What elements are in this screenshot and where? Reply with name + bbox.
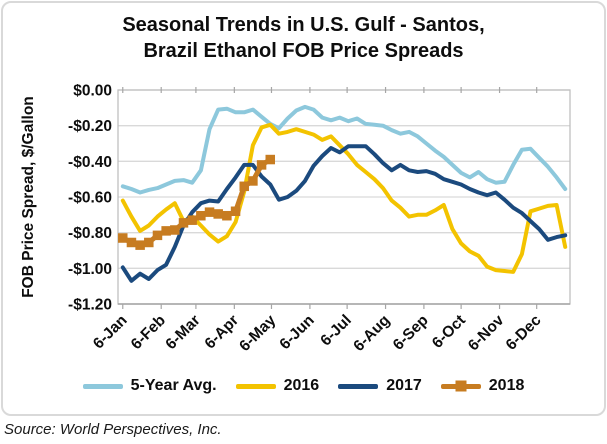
- x-tick-label: 6-Apr: [202, 312, 243, 353]
- legend-marker-square: [455, 380, 467, 392]
- marker-2018: [178, 218, 189, 228]
- marker-2018: [196, 210, 206, 221]
- chart-title-line-2: Brazil Ethanol FOB Price Spreads: [143, 40, 464, 63]
- x-tick-label: 6-Dec: [503, 312, 545, 354]
- marker-2018: [187, 215, 197, 225]
- marker-2018: [152, 230, 163, 241]
- legend-swatch-2018: [440, 380, 481, 392]
- y-tick-label: -$0.80: [68, 225, 112, 242]
- legend-label: 2018: [488, 377, 525, 394]
- legend-label: 2016: [283, 377, 320, 394]
- x-tick-label: 6-Aug: [350, 312, 393, 355]
- marker-2018: [126, 237, 137, 248]
- series-line-5-year-avg-: [120, 104, 568, 195]
- marker-2018: [239, 181, 249, 192]
- legend-swatch-2016: [235, 383, 276, 389]
- x-tick-label: 6-Nov: [465, 312, 508, 355]
- y-tick-label: $0.00: [73, 83, 112, 100]
- legend-swatch-2017: [338, 383, 379, 389]
- marker-2018: [248, 176, 258, 186]
- y-tick-label: -$0.40: [68, 154, 112, 171]
- chart-title: Seasonal Trends in U.S. Gulf - Santos, B…: [0, 12, 607, 65]
- x-tick-label: 6-Oct: [429, 312, 469, 352]
- marker-2018: [213, 209, 223, 219]
- marker-2018: [222, 210, 232, 221]
- y-tick-label: -$0.60: [68, 190, 112, 207]
- legend-label: 5-Year Avg.: [130, 377, 217, 394]
- marker-2018: [265, 154, 276, 165]
- x-tick-label: 6-Jul: [317, 312, 355, 350]
- legend-item-5-year-avg-: 5-Year Avg.: [82, 377, 217, 395]
- x-tick-label: 6-Jan: [90, 312, 131, 353]
- figure-border: [1, 1, 606, 416]
- y-axis-title: FOB Price Spread, $/Gallon: [20, 96, 37, 298]
- x-tick-label: 6-May: [236, 312, 279, 355]
- marker-2018: [170, 225, 180, 235]
- x-tick-label: 6-Mar: [162, 312, 203, 353]
- y-tick-label: -$1.20: [68, 297, 112, 314]
- legend-label: 2017: [386, 377, 422, 394]
- marker-2018: [161, 226, 171, 236]
- chart-legend: 5-Year Avg. 2016 2017 2018: [0, 377, 607, 395]
- legend-swatch-5-year-avg-: [82, 383, 123, 389]
- marker-2018: [256, 160, 267, 170]
- x-tick-label: 6-Sep: [390, 312, 432, 354]
- marker-2018: [204, 207, 215, 217]
- y-tick-label: -$0.20: [68, 118, 112, 135]
- x-tick-label: 6-Jun: [276, 312, 317, 353]
- legend-item-2018: 2018: [440, 377, 525, 395]
- marker-2018: [118, 233, 128, 243]
- y-tick-label: -$1.00: [68, 261, 112, 278]
- marker-2018: [135, 240, 145, 250]
- chart-title-line-1: Seasonal Trends in U.S. Gulf - Santos,: [122, 14, 485, 36]
- series-line-2017: [120, 144, 568, 283]
- x-tick-label: 6-Feb: [128, 312, 169, 353]
- legend-item-2017: 2017: [338, 377, 422, 395]
- marker-2018: [144, 237, 154, 248]
- legend-item-2016: 2016: [235, 377, 320, 395]
- marker-2018: [230, 206, 241, 217]
- source-note: Source: World Perspectives, Inc.: [4, 421, 222, 438]
